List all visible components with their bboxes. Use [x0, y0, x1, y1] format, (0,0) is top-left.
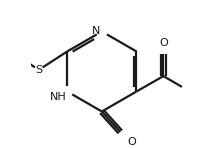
Text: O: O: [159, 38, 168, 48]
Text: O: O: [127, 137, 136, 147]
Text: NH: NH: [50, 92, 67, 102]
Text: N: N: [92, 26, 100, 36]
Text: S: S: [35, 65, 42, 75]
